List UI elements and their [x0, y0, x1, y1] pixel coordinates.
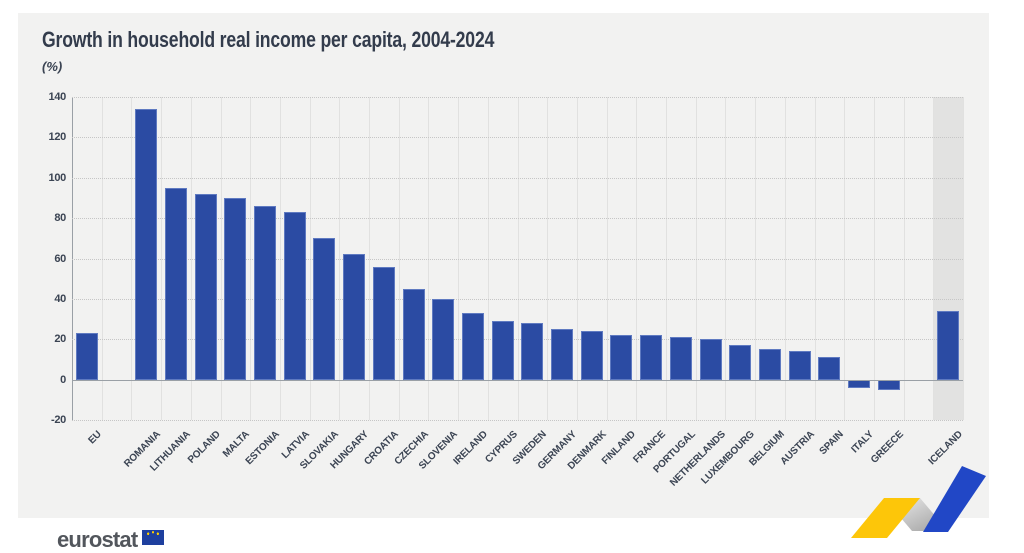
bar-greece[interactable]	[877, 379, 900, 390]
bar-chart-plot-area: 140 120 100 80 60 40 20 0 -20 EU ROMANIA LITHUANIA P…	[18, 13, 989, 518]
y-axis-tick-label: 20	[54, 333, 66, 346]
y-axis-tick-label: 120	[48, 131, 67, 144]
bar-cyprus[interactable]	[491, 321, 514, 380]
bar-hungary[interactable]	[343, 254, 366, 380]
horizontal-gridline	[72, 258, 963, 260]
y-axis-tick-label: 80	[54, 212, 66, 225]
y-axis-tick-label: 40	[54, 292, 66, 305]
bar-latvia[interactable]	[283, 212, 306, 380]
bar-poland[interactable]	[194, 193, 217, 380]
bar-slovenia[interactable]	[432, 298, 455, 380]
bar-czechia[interactable]	[402, 288, 425, 380]
chart-unit-label: (%)	[42, 59, 63, 74]
bar-malta[interactable]	[224, 197, 247, 380]
bar-portugal[interactable]	[669, 337, 692, 380]
y-axis-tick-label: 60	[54, 252, 66, 265]
horizontal-gridline	[72, 420, 963, 421]
bar-belgium[interactable]	[758, 349, 781, 380]
bar-france[interactable]	[640, 335, 663, 380]
page: { "header": { "title": "Growth in househ…	[18, 13, 989, 552]
bar-romania[interactable]	[135, 109, 158, 380]
bar-slovakia[interactable]	[313, 238, 336, 380]
zero-baseline	[72, 379, 963, 381]
horizontal-gridline	[72, 218, 963, 220]
bar-spain[interactable]	[818, 357, 841, 380]
bar-netherlands[interactable]	[699, 339, 722, 380]
bar-eu[interactable]	[75, 333, 98, 380]
bar-austria[interactable]	[788, 351, 811, 380]
bar-denmark[interactable]	[580, 331, 603, 380]
bar-ireland[interactable]	[461, 313, 484, 380]
y-axis-tick-label: 140	[48, 91, 67, 103]
horizontal-gridline	[72, 298, 963, 300]
bar-estonia[interactable]	[254, 206, 277, 380]
bar-luxembourg[interactable]	[729, 345, 752, 380]
chart-card: Growth in household real income per capi…	[18, 13, 989, 518]
bar-germany[interactable]	[551, 329, 574, 380]
horizontal-gridline	[72, 177, 963, 179]
eurostat-logo[interactable]: eurostat	[57, 527, 165, 553]
chart-title: Growth in household real income per capi…	[42, 27, 495, 52]
bar-italy[interactable]	[848, 379, 871, 388]
bar-iceland[interactable]	[937, 310, 960, 380]
bar-sweden[interactable]	[521, 323, 544, 380]
bar-croatia[interactable]	[372, 266, 395, 380]
horizontal-gridline	[72, 137, 963, 139]
ribbon-yellow-band	[851, 498, 920, 538]
eurostat-ribbon-decoration	[851, 466, 986, 538]
eurostat-logo-text: eurostat	[57, 527, 138, 552]
horizontal-gridline	[72, 339, 963, 341]
ribbon-blue-band	[923, 466, 986, 532]
y-axis-tick-label: 100	[48, 171, 67, 184]
bar-lithuania[interactable]	[164, 187, 187, 380]
vertical-gridline	[963, 97, 964, 420]
y-axis-tick-label: -20	[51, 414, 66, 426]
y-axis-tick-label: 0	[60, 373, 66, 386]
horizontal-gridline	[72, 97, 963, 98]
bar-finland[interactable]	[610, 335, 633, 380]
